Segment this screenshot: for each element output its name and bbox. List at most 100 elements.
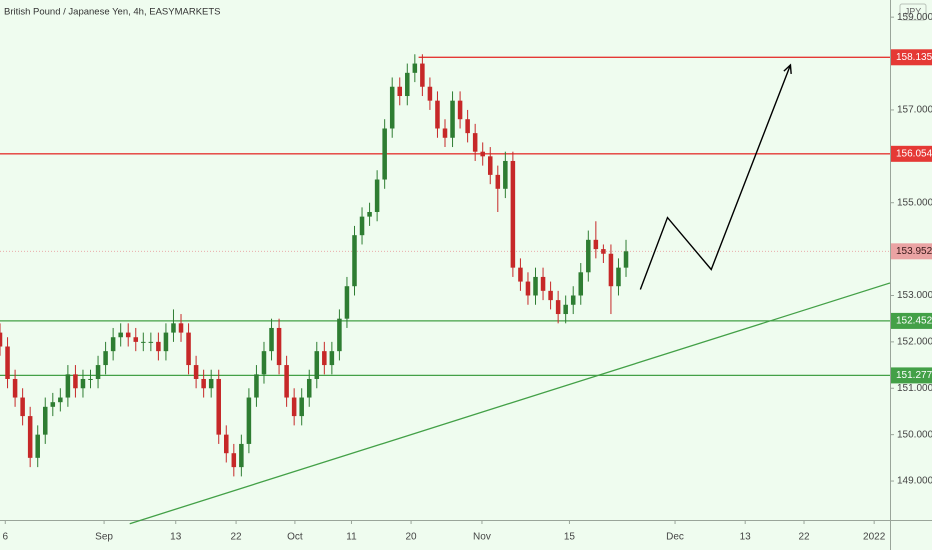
x-tick-label: Dec xyxy=(666,532,684,543)
candle-body xyxy=(163,332,169,352)
x-tick-label: 15 xyxy=(564,532,576,543)
projection-path xyxy=(639,64,792,290)
candle-body xyxy=(0,332,3,347)
candle-body xyxy=(578,272,584,296)
candle-body xyxy=(88,378,93,380)
candle-body xyxy=(269,327,274,352)
price-label: 152.452 xyxy=(896,316,932,327)
candle-body xyxy=(510,160,516,268)
candle-body xyxy=(442,128,448,138)
y-tick-label: 151.000 xyxy=(897,383,932,394)
candle-body xyxy=(563,304,568,315)
price-label-bg xyxy=(891,312,932,329)
candle-body xyxy=(291,397,297,417)
candle-body xyxy=(412,63,418,73)
candle-body xyxy=(261,351,267,375)
y-tick-label: 159.000 xyxy=(897,12,932,23)
x-tick-label: 22 xyxy=(798,532,810,543)
candle-body xyxy=(276,327,282,366)
candle-body xyxy=(450,100,455,138)
candle-body xyxy=(50,402,56,407)
x-tick-label: 13 xyxy=(170,532,182,543)
candle-body xyxy=(216,378,221,435)
candle-body xyxy=(601,249,606,254)
candle-body xyxy=(58,397,63,403)
candle-body xyxy=(337,318,342,352)
trendline xyxy=(129,282,891,525)
price-label: 156.054 xyxy=(896,148,932,159)
chart-title: British Pound / Japanese Yen, 4h, EASYMA… xyxy=(4,7,221,18)
y-tick-label: 157.000 xyxy=(897,105,932,116)
price-label: 158.135 xyxy=(896,52,932,63)
candle-body xyxy=(586,239,591,273)
x-tick-label: Nov xyxy=(473,532,491,543)
y-tick-label: 150.000 xyxy=(897,429,932,440)
candle-body xyxy=(518,267,523,282)
candle-body xyxy=(148,341,154,343)
candle-body xyxy=(322,351,327,366)
candle-body xyxy=(420,63,425,87)
price-label: 153.952 xyxy=(896,246,932,257)
candle-body xyxy=(224,434,229,454)
candle-body xyxy=(201,378,206,389)
candle-body xyxy=(306,378,312,398)
candle-body xyxy=(239,443,244,468)
candle-body xyxy=(12,378,18,398)
price-label-bg xyxy=(891,145,932,162)
candle-body xyxy=(314,351,320,379)
candle-body xyxy=(525,281,531,296)
candle-body xyxy=(608,253,614,287)
candle-body xyxy=(193,365,199,379)
candle-body xyxy=(103,351,108,366)
candle-body xyxy=(171,323,176,333)
price-label-bg xyxy=(891,367,932,384)
candle-body xyxy=(367,211,372,217)
candle-body xyxy=(374,179,380,212)
x-tick-label: 11 xyxy=(346,532,357,543)
candle-body xyxy=(397,86,403,97)
candle-body xyxy=(593,239,599,250)
candle-body xyxy=(487,156,493,175)
candle-body xyxy=(27,416,33,458)
candle-body xyxy=(548,290,553,301)
candle-body xyxy=(20,397,25,417)
x-tick-label: 6 xyxy=(2,532,8,543)
candle-body xyxy=(389,86,395,129)
y-tick-label: 155.000 xyxy=(897,197,932,208)
candle-body xyxy=(95,365,101,379)
candle-body xyxy=(570,295,576,305)
candle-body xyxy=(359,216,365,236)
candle-body xyxy=(246,397,252,444)
candle-body xyxy=(623,251,629,268)
candle-body xyxy=(299,397,304,417)
currency-box xyxy=(899,3,927,21)
candle-body xyxy=(457,100,463,120)
candle-body xyxy=(5,346,10,379)
candle-body xyxy=(329,351,335,366)
candle-body xyxy=(178,323,184,333)
candle-body xyxy=(352,235,357,287)
candle-body xyxy=(254,374,259,398)
candle-body xyxy=(231,453,237,468)
x-tick-label: 13 xyxy=(740,532,752,543)
candle-body xyxy=(141,341,146,343)
candle-body xyxy=(382,128,387,180)
candle-body xyxy=(465,119,470,134)
candle-body xyxy=(156,341,161,352)
price-label: 151.277 xyxy=(896,370,932,381)
candle-body xyxy=(503,160,508,189)
candle-body xyxy=(35,434,40,458)
y-tick-label: 149.000 xyxy=(897,476,932,487)
candle-body xyxy=(42,406,48,435)
candle-body xyxy=(118,332,123,338)
candle-body xyxy=(208,378,214,389)
candle-body xyxy=(435,100,440,129)
candle-body xyxy=(284,365,289,398)
candle-body xyxy=(110,337,116,352)
y-tick-label: 152.000 xyxy=(897,337,932,348)
candle-body xyxy=(125,332,131,338)
x-tick-label: Sep xyxy=(95,532,113,543)
candle-body xyxy=(472,133,478,152)
